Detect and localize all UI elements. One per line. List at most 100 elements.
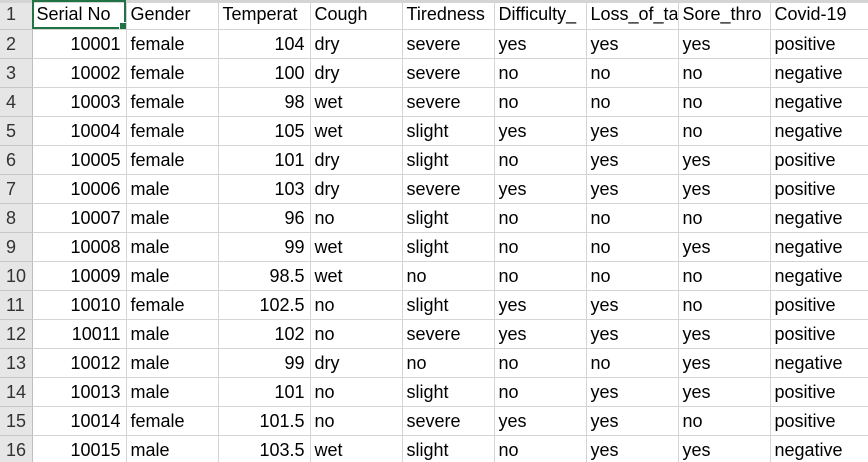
table-cell[interactable]: yes [494,174,587,204]
table-cell[interactable]: female [126,145,219,175]
table-cell[interactable]: dry [310,145,403,175]
table-cell[interactable]: male [126,319,219,349]
row-header-1[interactable]: 1 [0,0,33,30]
table-cell[interactable]: 98.5 [218,261,311,291]
table-cell[interactable]: positive [770,174,868,204]
table-cell[interactable]: no [494,377,587,407]
column-header-cell[interactable]: Sore_thro [678,0,771,30]
table-cell[interactable]: dry [310,174,403,204]
table-cell[interactable]: 10003 [32,87,127,117]
table-cell[interactable]: 10007 [32,203,127,233]
table-cell[interactable]: male [126,377,219,407]
table-cell[interactable]: no [586,348,679,378]
table-cell[interactable]: negative [770,58,868,88]
table-cell[interactable]: severe [402,319,495,349]
row-header-4[interactable]: 4 [0,87,33,117]
table-cell[interactable]: negative [770,435,868,462]
table-cell[interactable]: 105 [218,116,311,146]
table-cell[interactable]: wet [310,232,403,262]
table-cell[interactable]: 101 [218,145,311,175]
table-cell[interactable]: yes [494,406,587,436]
table-cell[interactable]: no [494,58,587,88]
table-cell[interactable]: no [678,203,771,233]
table-cell[interactable]: 10004 [32,116,127,146]
table-cell[interactable]: negative [770,232,868,262]
table-cell[interactable]: female [126,87,219,117]
table-cell[interactable]: no [586,87,679,117]
table-cell[interactable]: severe [402,58,495,88]
row-header-2[interactable]: 2 [0,29,33,59]
table-cell[interactable]: female [126,116,219,146]
table-cell[interactable]: yes [586,145,679,175]
table-cell[interactable]: male [126,174,219,204]
table-cell[interactable]: no [678,116,771,146]
table-cell[interactable]: yes [494,29,587,59]
row-header-14[interactable]: 14 [0,377,33,407]
table-cell[interactable]: negative [770,116,868,146]
table-cell[interactable]: 10001 [32,29,127,59]
table-cell[interactable]: dry [310,348,403,378]
table-cell[interactable]: yes [494,290,587,320]
table-cell[interactable]: positive [770,145,868,175]
table-cell[interactable]: yes [678,319,771,349]
table-cell[interactable]: no [494,348,587,378]
table-cell[interactable]: 103 [218,174,311,204]
table-cell[interactable]: no [494,435,587,462]
table-cell[interactable]: yes [586,377,679,407]
table-cell[interactable]: dry [310,29,403,59]
table-cell[interactable]: severe [402,87,495,117]
row-header-6[interactable]: 6 [0,145,33,175]
table-cell[interactable]: 10010 [32,290,127,320]
table-cell[interactable]: 10011 [32,319,127,349]
table-cell[interactable]: no [310,406,403,436]
table-cell[interactable]: slight [402,232,495,262]
table-cell[interactable]: dry [310,58,403,88]
table-cell[interactable]: 99 [218,348,311,378]
table-cell[interactable]: no [678,290,771,320]
column-header-cell[interactable]: Temperat [218,0,311,30]
fill-handle[interactable] [118,21,125,28]
table-cell[interactable]: yes [678,435,771,462]
table-cell[interactable]: slight [402,145,495,175]
row-header-3[interactable]: 3 [0,58,33,88]
selected-cell[interactable]: Serial No [32,0,127,30]
row-header-12[interactable]: 12 [0,319,33,349]
table-cell[interactable]: no [678,261,771,291]
table-cell[interactable]: no [586,58,679,88]
table-cell[interactable]: no [678,87,771,117]
table-cell[interactable]: no [494,87,587,117]
table-cell[interactable]: slight [402,435,495,462]
table-cell[interactable]: 102 [218,319,311,349]
table-cell[interactable]: no [678,406,771,436]
table-cell[interactable]: yes [678,232,771,262]
table-cell[interactable]: positive [770,406,868,436]
table-cell[interactable]: 101 [218,377,311,407]
table-cell[interactable]: female [126,58,219,88]
table-cell[interactable]: yes [494,319,587,349]
table-cell[interactable]: yes [586,174,679,204]
table-cell[interactable]: yes [586,290,679,320]
column-header-cell[interactable]: Covid-19 [770,0,868,30]
table-cell[interactable]: slight [402,377,495,407]
table-cell[interactable]: wet [310,116,403,146]
table-cell[interactable]: yes [678,377,771,407]
table-cell[interactable]: slight [402,116,495,146]
table-cell[interactable]: yes [586,406,679,436]
table-cell[interactable]: 99 [218,232,311,262]
table-cell[interactable]: female [126,29,219,59]
row-header-5[interactable]: 5 [0,116,33,146]
column-header-cell[interactable]: Gender [126,0,219,30]
row-header-10[interactable]: 10 [0,261,33,291]
table-cell[interactable]: severe [402,406,495,436]
row-header-9[interactable]: 9 [0,232,33,262]
table-cell[interactable]: positive [770,290,868,320]
table-cell[interactable]: male [126,232,219,262]
table-cell[interactable]: slight [402,290,495,320]
table-cell[interactable]: 10008 [32,232,127,262]
table-cell[interactable]: 10006 [32,174,127,204]
table-cell[interactable]: no [494,232,587,262]
table-cell[interactable]: yes [678,174,771,204]
table-cell[interactable]: negative [770,261,868,291]
table-cell[interactable]: no [310,319,403,349]
column-header-cell[interactable]: Loss_of_ta [586,0,679,30]
